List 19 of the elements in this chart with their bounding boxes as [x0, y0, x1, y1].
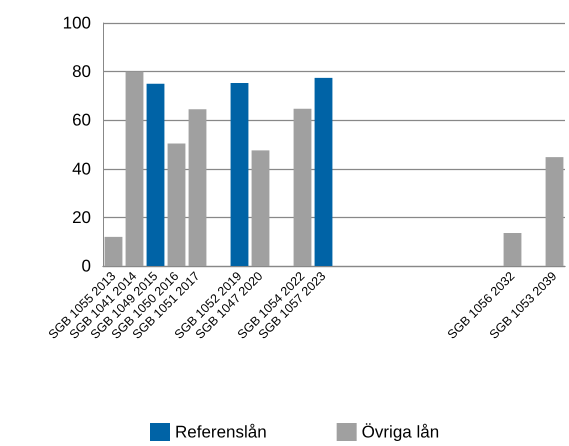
legend-label: Referenslån — [175, 422, 267, 442]
legend-label: Övriga lån — [362, 422, 440, 442]
bar — [252, 150, 270, 266]
y-tick-label: 80 — [72, 62, 91, 82]
y-tick-label: 100 — [62, 14, 91, 32]
bar — [188, 109, 206, 266]
bar — [314, 78, 332, 266]
y-tick-label: 0 — [82, 256, 91, 276]
bar — [146, 84, 164, 266]
bar — [230, 83, 248, 266]
bar — [126, 72, 144, 266]
bar — [168, 144, 186, 266]
bar — [104, 236, 122, 266]
y-tick-label: 60 — [72, 110, 91, 130]
bar — [294, 108, 312, 266]
y-tick-label: 40 — [72, 159, 91, 178]
bar — [546, 157, 564, 266]
y-tick-label: 20 — [72, 208, 91, 227]
bar — [504, 232, 522, 266]
